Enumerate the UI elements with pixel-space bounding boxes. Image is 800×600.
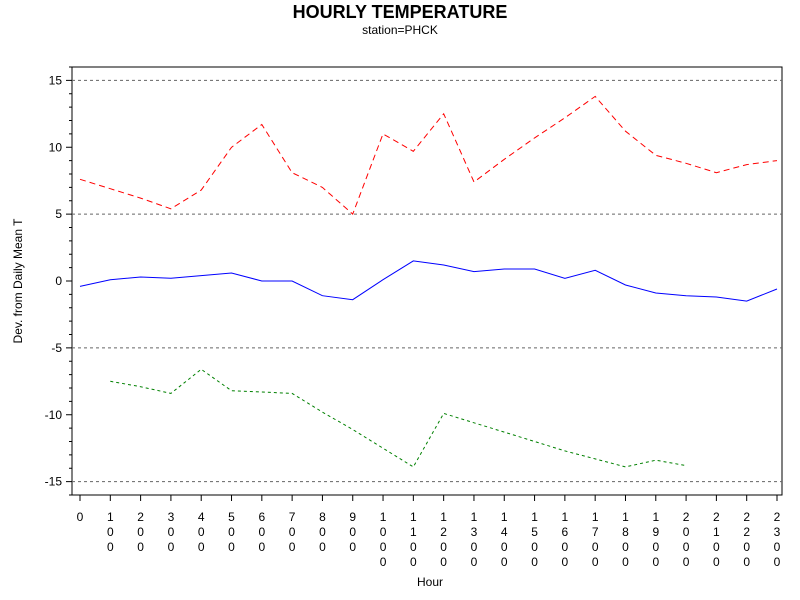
x-tick-label: 0 bbox=[77, 510, 84, 524]
y-tick-label: 15 bbox=[49, 73, 63, 87]
chart-subtitle: station=PHCK bbox=[362, 23, 438, 37]
y-axis-label: Dev. from Daily Mean T bbox=[11, 218, 25, 344]
reference-lines bbox=[72, 79, 782, 483]
plot-area bbox=[71, 66, 783, 496]
y-tick-label: -15 bbox=[45, 475, 63, 489]
y-tick-label: 10 bbox=[49, 140, 63, 154]
y-axis: -15 -10 -5 0 5 10 15 bbox=[45, 66, 72, 496]
y-tick-label: -5 bbox=[51, 341, 62, 355]
series-line-1 bbox=[79, 95, 778, 215]
y-tick-label: -10 bbox=[45, 408, 63, 422]
x-axis-label: Hour bbox=[417, 575, 443, 589]
chart-title: HOURLY TEMPERATURE bbox=[292, 2, 508, 22]
series-layer bbox=[79, 95, 778, 468]
series-line-3 bbox=[110, 368, 687, 468]
y-tick-label: 5 bbox=[55, 207, 62, 221]
series-line-2 bbox=[79, 260, 778, 302]
x-axis: 0 1 0 0 2 0 0 3 0 0 4 0 0 5 0 0 6 0 0 7 0 0 8 0 0 9 0 0 1 0 0 0 1 1 0 0 1 2 0 0… bbox=[77, 495, 781, 569]
y-tick-label: 0 bbox=[55, 274, 62, 288]
